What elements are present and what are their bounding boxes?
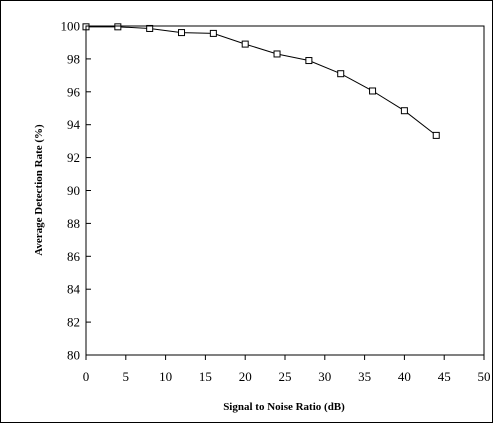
y-tick-label: 80 [67,348,80,363]
y-tick-label: 96 [67,84,81,99]
data-point-marker [209,29,217,37]
data-point-marker [241,40,249,48]
y-tick-label: 82 [67,315,80,330]
x-axis-title: Signal to Noise Ratio (dB) [223,401,345,413]
x-tick-label: 15 [199,369,212,384]
x-tick-label: 25 [279,369,292,384]
x-tick-label: 35 [358,369,371,384]
y-tick-label: 86 [67,249,81,264]
data-point-marker [146,24,154,32]
data-point-marker [432,131,440,139]
x-tick-label: 5 [123,369,130,384]
series-line [86,26,437,136]
data-point-marker [114,23,122,31]
y-tick-label: 92 [67,150,80,165]
x-tick-label: 10 [159,369,172,384]
x-tick-label: 30 [318,369,331,384]
data-point-marker [273,50,281,58]
data-point-marker [178,29,186,37]
y-tick-label: 84 [67,282,81,297]
x-tick-label: 40 [398,369,411,384]
data-point-marker [305,57,313,65]
x-tick-label: 50 [478,369,491,384]
x-tick-label: 20 [239,369,252,384]
data-point-marker [400,107,408,115]
y-tick-label: 100 [61,19,81,34]
x-tick-label: 0 [83,369,90,384]
y-axis-title: Average Detection Rate (%) [33,124,45,256]
y-tick-label: 88 [67,216,80,231]
data-point-marker [369,87,377,95]
y-tick-label: 94 [67,117,81,132]
x-tick-label: 45 [438,369,451,384]
y-tick-label: 98 [67,51,80,66]
data-point-marker [337,70,345,78]
y-tick-label: 90 [67,183,80,198]
